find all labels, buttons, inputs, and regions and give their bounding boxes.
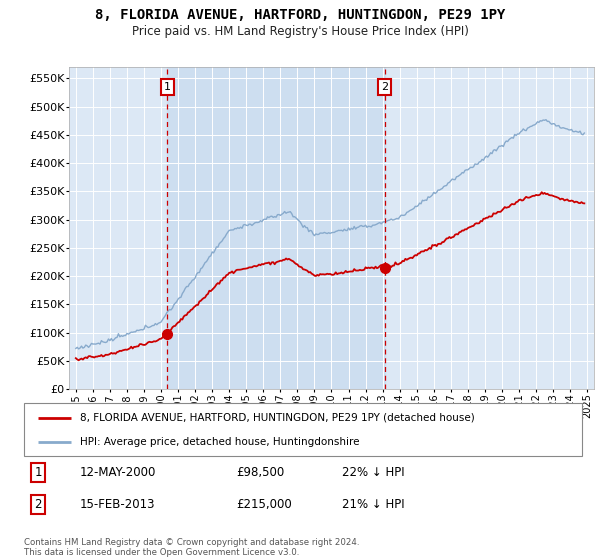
Text: 21% ↓ HPI: 21% ↓ HPI: [342, 498, 404, 511]
Text: 22% ↓ HPI: 22% ↓ HPI: [342, 466, 404, 479]
Text: 1: 1: [34, 466, 42, 479]
Bar: [167, 67, 385, 389]
Text: 15-FEB-2013: 15-FEB-2013: [80, 498, 155, 511]
Text: 1: 1: [164, 82, 171, 92]
Text: £215,000: £215,000: [236, 498, 292, 511]
FancyBboxPatch shape: [24, 403, 582, 456]
Text: 12-MAY-2000: 12-MAY-2000: [80, 466, 156, 479]
Text: £98,500: £98,500: [236, 466, 284, 479]
Text: 2: 2: [381, 82, 388, 92]
Text: HPI: Average price, detached house, Huntingdonshire: HPI: Average price, detached house, Hunt…: [80, 437, 359, 447]
Text: 8, FLORIDA AVENUE, HARTFORD, HUNTINGDON, PE29 1PY: 8, FLORIDA AVENUE, HARTFORD, HUNTINGDON,…: [95, 8, 505, 22]
Text: 2: 2: [34, 498, 42, 511]
Text: Contains HM Land Registry data © Crown copyright and database right 2024.
This d: Contains HM Land Registry data © Crown c…: [24, 538, 359, 557]
Text: Price paid vs. HM Land Registry's House Price Index (HPI): Price paid vs. HM Land Registry's House …: [131, 25, 469, 38]
Text: 8, FLORIDA AVENUE, HARTFORD, HUNTINGDON, PE29 1PY (detached house): 8, FLORIDA AVENUE, HARTFORD, HUNTINGDON,…: [80, 413, 475, 423]
